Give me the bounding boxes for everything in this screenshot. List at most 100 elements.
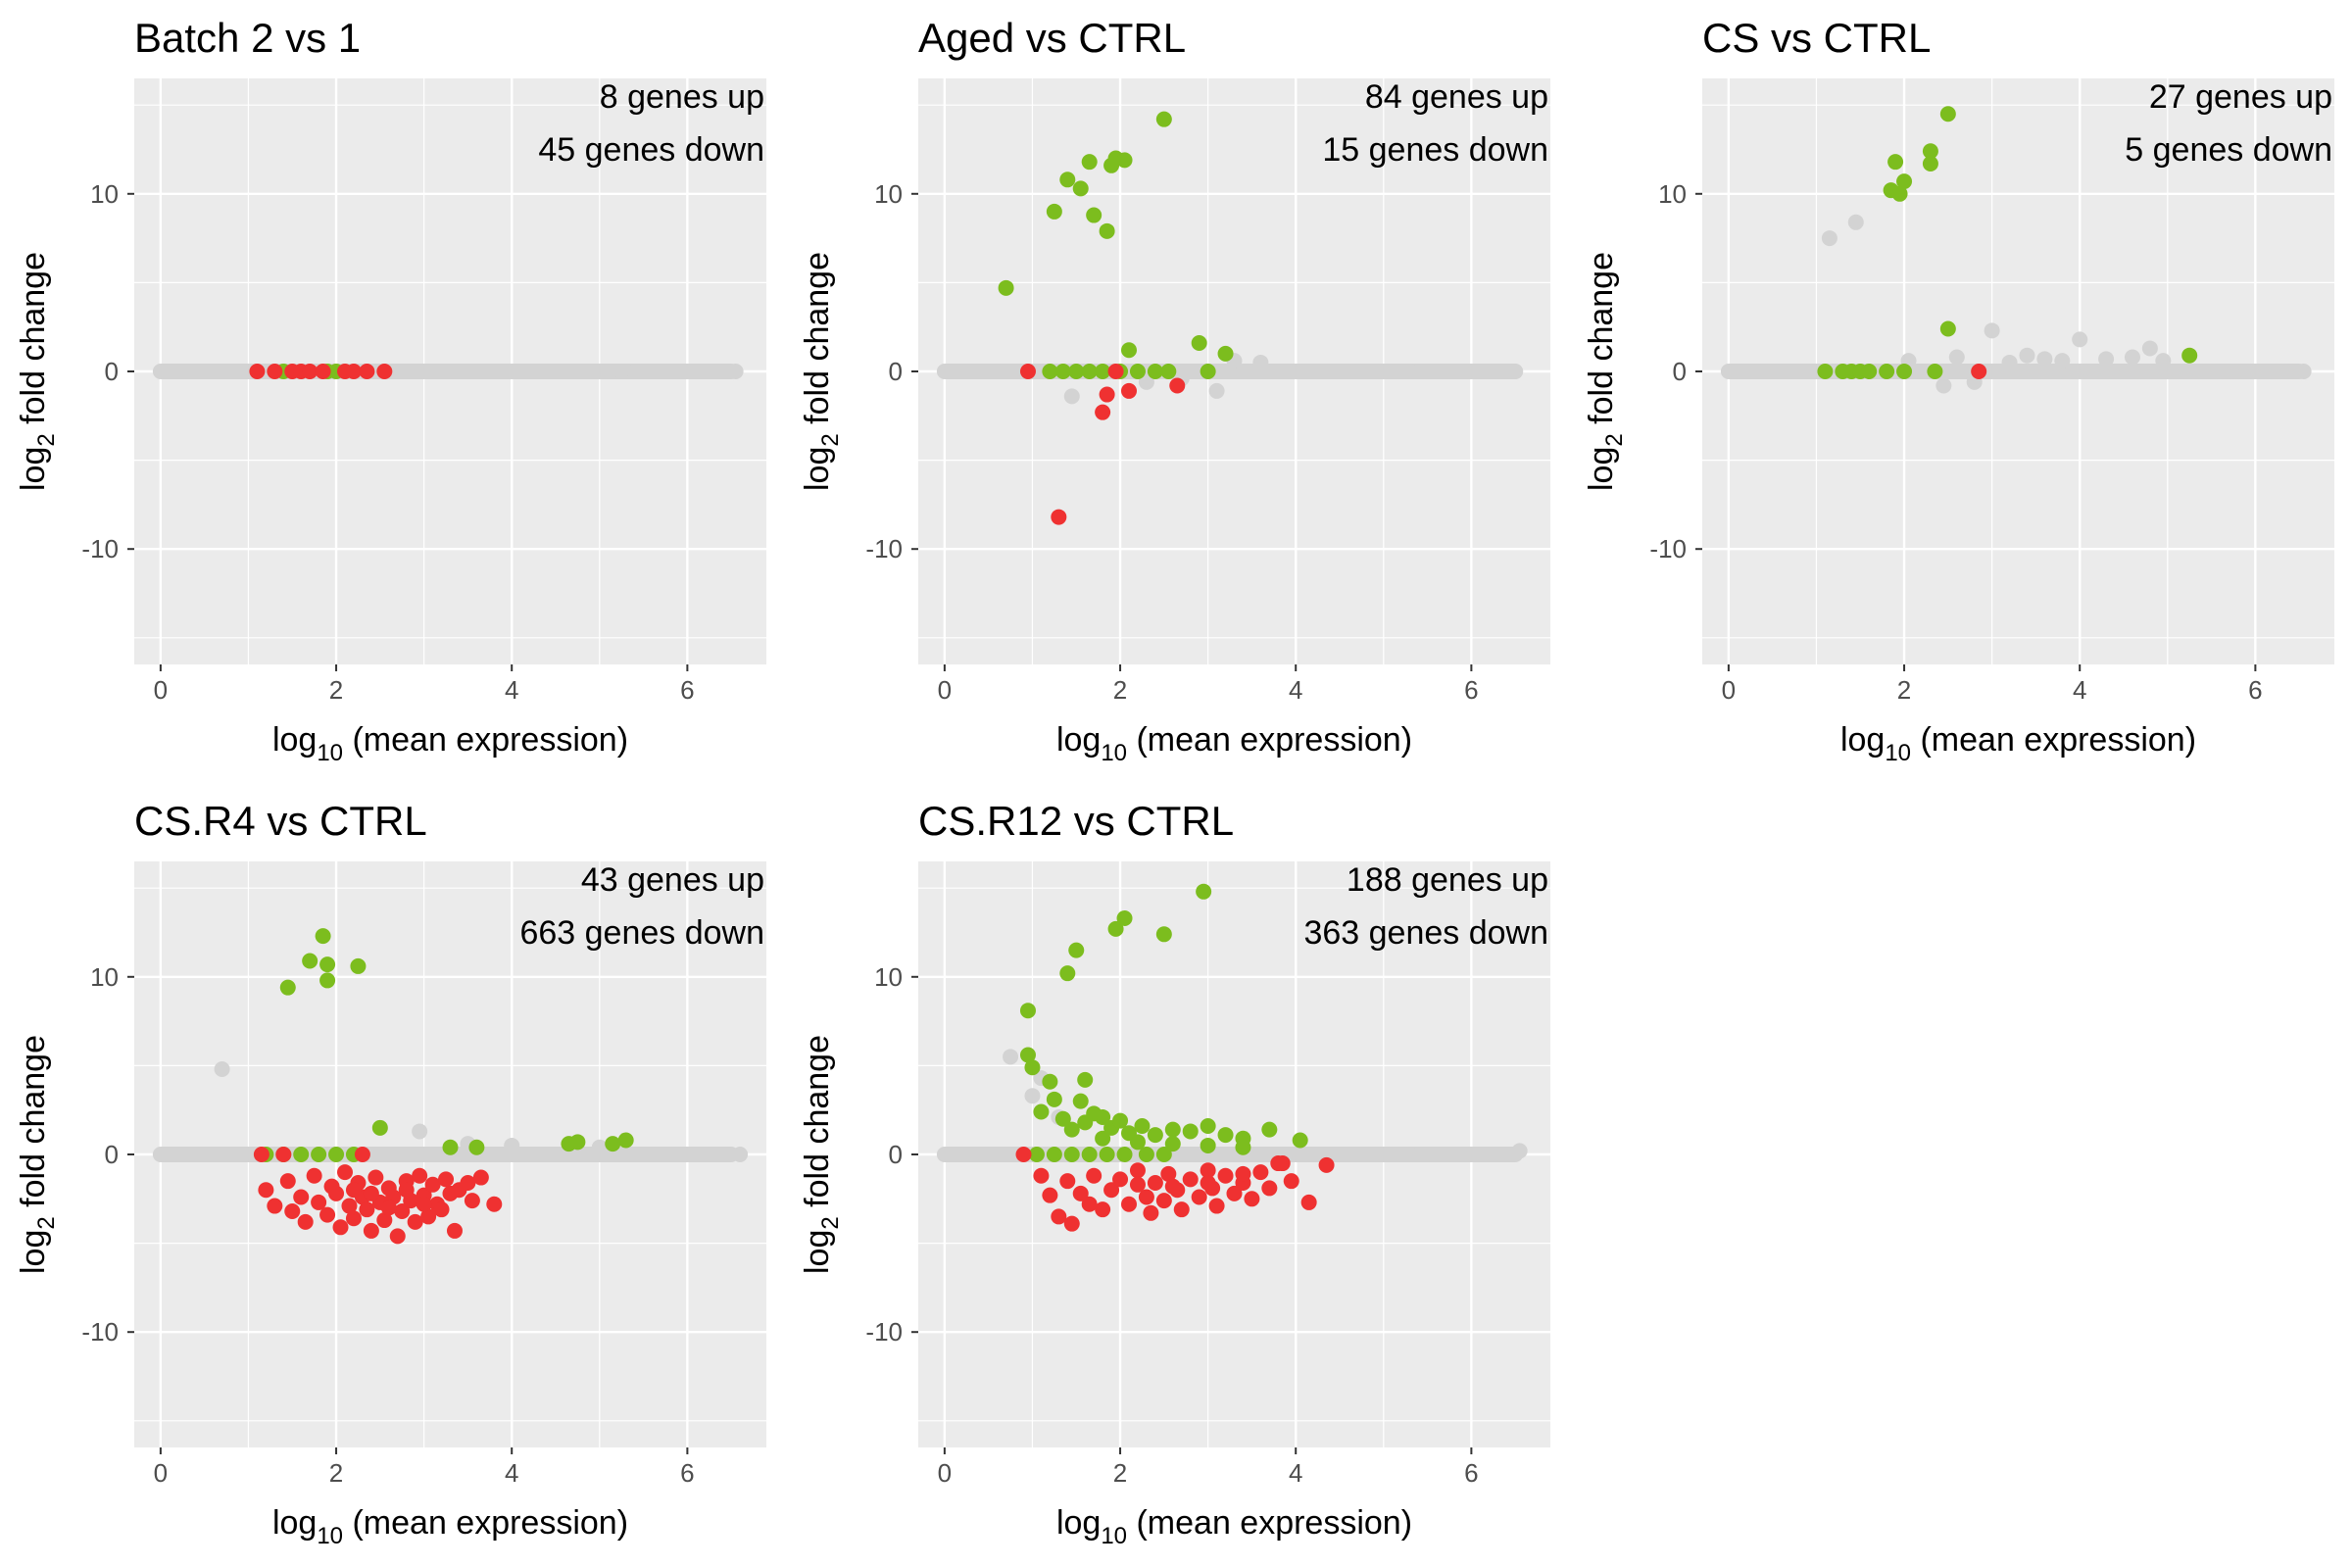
up-point <box>1081 1147 1098 1162</box>
down-point <box>279 1173 296 1190</box>
up-point <box>1129 364 1146 379</box>
up-point <box>328 1147 345 1162</box>
down-point <box>1182 1171 1199 1188</box>
down-point <box>293 1189 310 1205</box>
grey-point <box>2295 364 2312 379</box>
y-tick-label: 10 <box>1658 179 1687 209</box>
up-point <box>468 1139 485 1155</box>
up-point <box>1891 185 1908 202</box>
up-point <box>1019 1047 1036 1063</box>
down-point <box>1081 1196 1098 1212</box>
down-point <box>1160 1165 1177 1182</box>
down-point <box>297 1213 314 1230</box>
up-point <box>1134 1118 1151 1135</box>
down-point <box>464 1193 480 1209</box>
down-point <box>1300 1194 1317 1210</box>
y-tick-label: -10 <box>865 1317 903 1347</box>
grey-point <box>679 364 696 379</box>
down-point <box>1042 1187 1058 1203</box>
grey-point <box>214 1061 230 1078</box>
down-point <box>345 364 362 379</box>
down-point <box>1112 1171 1129 1188</box>
x-axis-label: log10 (mean expression) <box>1056 721 1412 766</box>
down-point <box>363 1222 379 1239</box>
x-axis-label-rest: (mean expression) <box>343 1504 628 1542</box>
down-point <box>1155 1193 1172 1209</box>
x-axis-label-subscript: 10 <box>317 740 343 766</box>
up-point <box>279 979 296 996</box>
up-point <box>1086 207 1102 223</box>
x-axis-label: log10 (mean expression) <box>272 721 628 766</box>
y-axis-label: log2 fold change <box>15 1035 60 1274</box>
down-point <box>412 1167 428 1184</box>
down-point <box>1051 509 1067 525</box>
grey-point <box>1003 1049 1019 1065</box>
up-point <box>319 956 336 973</box>
grey-point <box>2019 347 2035 364</box>
x-tick-label: 0 <box>938 675 952 705</box>
down-point <box>438 1171 455 1188</box>
down-point <box>302 364 318 379</box>
up-point <box>1095 364 1111 379</box>
down-point <box>1103 1182 1120 1199</box>
genes-up-annotation: 8 genes up <box>600 78 764 116</box>
up-point <box>1164 1121 1181 1138</box>
up-point <box>1922 155 1938 172</box>
up-point <box>1861 364 1878 379</box>
genes-up-annotation: 84 genes up <box>1365 78 1548 116</box>
up-point <box>311 1147 327 1162</box>
down-point <box>1200 1162 1216 1179</box>
up-point <box>1155 926 1172 943</box>
x-tick-label: 0 <box>938 1458 952 1488</box>
y-axis-label-subscript: 2 <box>33 433 60 446</box>
down-point <box>1129 1162 1146 1179</box>
x-axis-label: log10 (mean expression) <box>1840 721 2196 766</box>
y-axis-label: log2 fold change <box>799 252 844 491</box>
y-tick-label: 10 <box>90 179 119 209</box>
up-point <box>1042 1073 1058 1090</box>
up-point <box>1081 154 1098 171</box>
down-point <box>446 1222 463 1239</box>
down-point <box>1164 1178 1181 1195</box>
panel-3: 0 2 4 6 -10 0 10 CS vs CTRL 27 genes up 5 genes d… <box>1583 15 2334 766</box>
down-point <box>249 364 266 379</box>
grey-point <box>600 364 616 379</box>
up-point <box>1095 1108 1111 1125</box>
x-tick-label: 2 <box>1897 675 1911 705</box>
up-point <box>1196 883 1212 900</box>
up-point <box>1121 342 1137 359</box>
up-point <box>1164 1136 1181 1152</box>
y-axis-label: log2 fold change <box>1583 252 1628 491</box>
down-point <box>1019 364 1036 379</box>
up-point <box>1072 180 1089 197</box>
y-tick-label: 10 <box>90 962 119 992</box>
down-point <box>1200 1174 1216 1191</box>
up-point <box>1217 1127 1234 1144</box>
up-point <box>1046 1091 1062 1107</box>
grey-point <box>2238 364 2255 379</box>
y-axis-label-main: log <box>15 1230 52 1274</box>
grey-point <box>412 1123 428 1140</box>
down-point <box>1138 1189 1154 1205</box>
down-point <box>306 1167 322 1184</box>
x-tick-label: 4 <box>1289 1458 1302 1488</box>
down-point <box>1051 1208 1067 1225</box>
down-point <box>267 1198 283 1214</box>
grey-point <box>2124 349 2140 366</box>
up-point <box>1939 320 1956 337</box>
up-point <box>1028 1147 1045 1162</box>
x-tick-label: 2 <box>1113 675 1127 705</box>
down-point <box>1191 1189 1207 1205</box>
down-point <box>258 1182 274 1199</box>
y-axis-label-subscript: 2 <box>817 433 844 446</box>
x-tick-label: 0 <box>1722 675 1736 705</box>
y-tick-label: 0 <box>105 357 119 386</box>
y-axis-label-main: log <box>799 1230 836 1274</box>
up-point <box>1042 364 1058 379</box>
up-point <box>1147 364 1163 379</box>
up-point <box>1059 965 1076 982</box>
down-point <box>1086 1167 1102 1184</box>
x-axis-label-subscript: 10 <box>317 1523 343 1549</box>
grey-point <box>2036 351 2053 368</box>
down-point <box>1147 1174 1163 1191</box>
